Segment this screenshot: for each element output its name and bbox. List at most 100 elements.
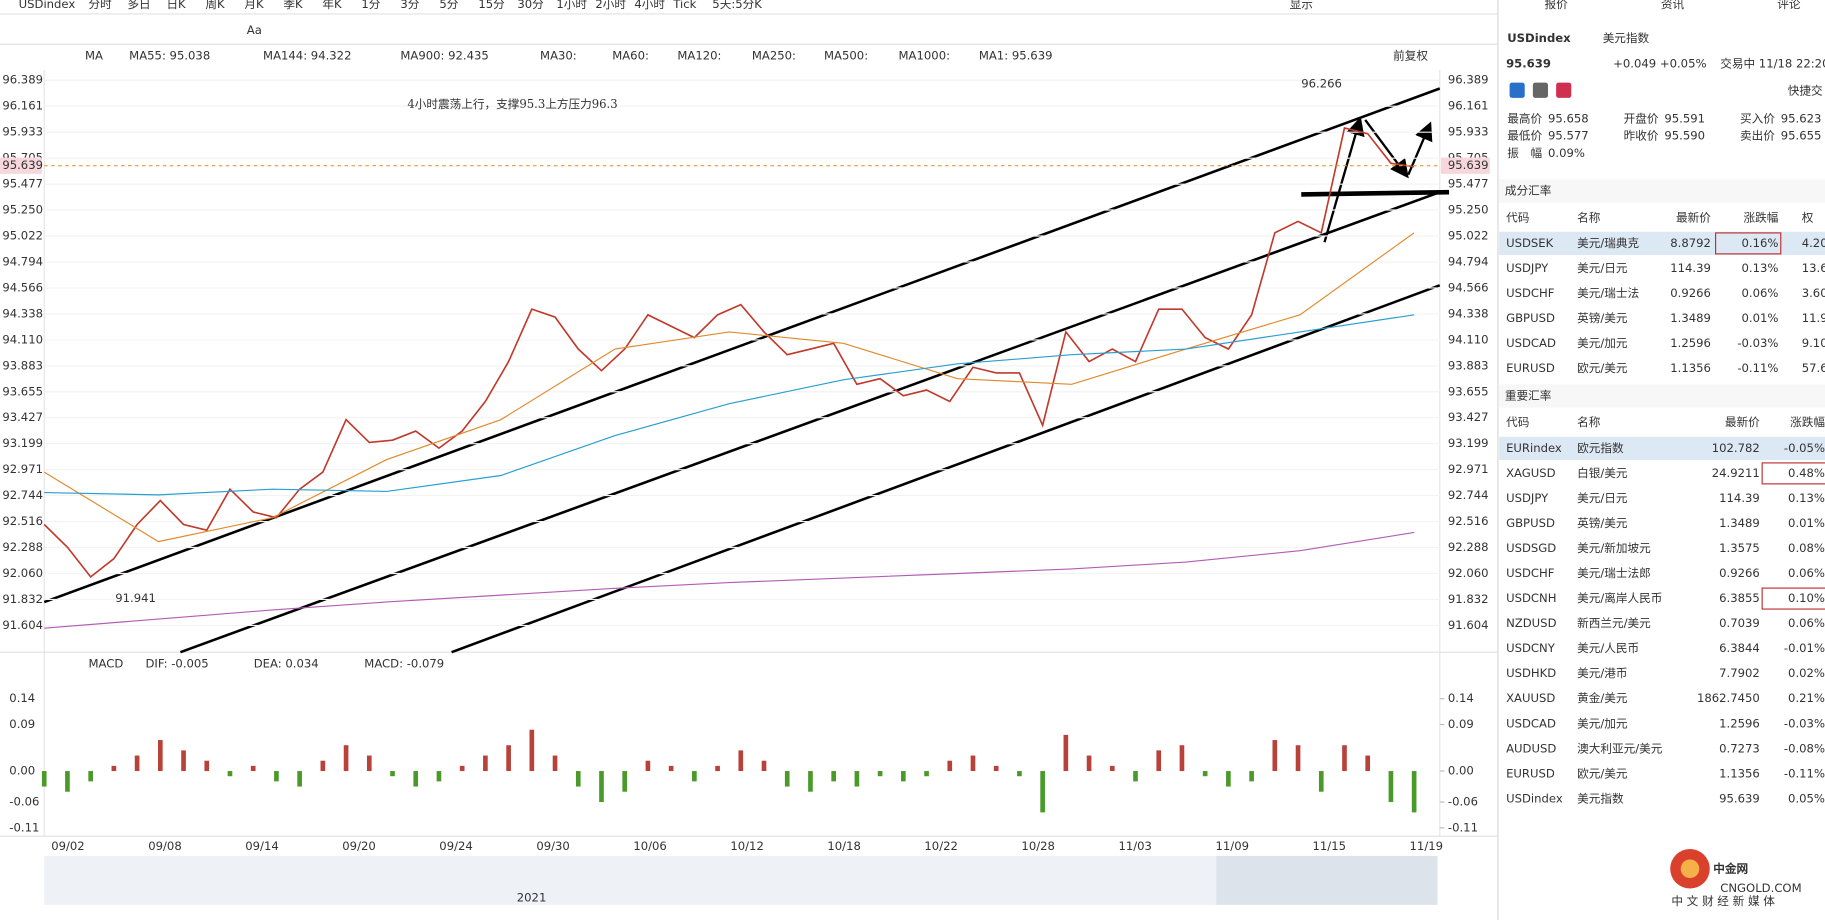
- symbol-title: USDindex: [1507, 31, 1571, 45]
- table-cell[interactable]: USDCAD: [1506, 716, 1556, 730]
- macd-bar: [413, 771, 419, 787]
- y-tick-label: -0.11: [9, 820, 39, 834]
- table-cell[interactable]: USDSEK: [1506, 236, 1554, 250]
- table-cell: 美元/瑞典克: [1577, 236, 1639, 250]
- panel-tab[interactable]: 资讯: [1661, 0, 1685, 11]
- row-highlight: [1499, 231, 1825, 256]
- table-cell[interactable]: USDCNH: [1506, 591, 1556, 605]
- icon-button[interactable]: [1556, 82, 1572, 98]
- period-tab[interactable]: 1小时: [556, 0, 587, 11]
- font-tool[interactable]: Aa: [247, 23, 262, 37]
- table-cell[interactable]: EURUSD: [1506, 361, 1555, 375]
- y-tick-label: 94.794: [1448, 254, 1489, 268]
- macd-bar: [552, 755, 558, 772]
- table-cell[interactable]: XAGUSD: [1506, 466, 1556, 480]
- x-tick-label: 10/28: [1021, 839, 1055, 853]
- period-tab[interactable]: 5分: [439, 0, 458, 11]
- symbol[interactable]: USDindex: [19, 0, 76, 11]
- period-tab[interactable]: 年K: [322, 0, 342, 11]
- panel-tab[interactable]: 报价: [1544, 0, 1568, 11]
- display-menu[interactable]: 显示: [1290, 0, 1313, 11]
- macd-bar: [924, 771, 929, 777]
- macd-bar: [1156, 750, 1162, 772]
- table-cell[interactable]: USDCHF: [1506, 566, 1555, 580]
- y-tick-label: 93.655: [1448, 384, 1489, 398]
- table-cell[interactable]: USDJPY: [1506, 491, 1549, 505]
- macd-bar: [622, 771, 628, 792]
- table-cell: -0.03%: [1784, 716, 1825, 730]
- table-cell[interactable]: USDSGD: [1506, 541, 1556, 555]
- y-tick-label: 0.14: [1448, 691, 1474, 705]
- table-cell: 0.9266: [1670, 286, 1711, 300]
- table-cell[interactable]: USDCAD: [1506, 336, 1556, 350]
- table-cell: 英镑/美元: [1577, 311, 1628, 325]
- column-header: 代码: [1506, 210, 1529, 224]
- table-cell[interactable]: EURindex: [1506, 441, 1562, 455]
- panel-tab[interactable]: 评论: [1777, 0, 1801, 11]
- macd-legend: MACD: -0.079: [364, 656, 444, 670]
- price-tag-label: 95.639: [1448, 158, 1489, 172]
- table-cell[interactable]: GBPUSD: [1506, 516, 1555, 530]
- period-tab[interactable]: 3分: [400, 0, 419, 11]
- macd-bar: [645, 760, 651, 772]
- period-tab[interactable]: 月K: [244, 0, 264, 11]
- period-tab[interactable]: 5天:5分K: [712, 0, 762, 11]
- table-cell[interactable]: USDCHF: [1506, 286, 1555, 300]
- y-tick-label: 95.022: [1448, 228, 1489, 242]
- period-tab[interactable]: 日K: [166, 0, 186, 11]
- period-tab[interactable]: 1分: [361, 0, 380, 11]
- table-cell[interactable]: EURUSD: [1506, 766, 1555, 780]
- column-header: 涨跌幅: [1744, 210, 1779, 224]
- icon-button[interactable]: [1509, 82, 1525, 98]
- table-cell: -0.08%: [1784, 741, 1825, 755]
- table-cell[interactable]: NZDUSD: [1506, 616, 1556, 630]
- table-cell: 欧元指数: [1577, 441, 1624, 455]
- y-tick-label: 92.744: [2, 488, 43, 502]
- period-tab[interactable]: Tick: [672, 0, 696, 11]
- table-cell[interactable]: AUDUSD: [1506, 741, 1556, 755]
- table-cell[interactable]: USDJPY: [1506, 261, 1549, 275]
- table-cell[interactable]: XAUUSD: [1506, 691, 1555, 705]
- table-cell: 0.06%: [1742, 286, 1779, 300]
- table-cell: 1.3489: [1719, 516, 1760, 530]
- table-cell[interactable]: USDHKD: [1506, 666, 1556, 680]
- table-cell: 1.2596: [1670, 336, 1711, 350]
- navigator-window[interactable]: [1216, 855, 1438, 905]
- period-tab[interactable]: 4小时: [634, 0, 665, 11]
- x-tick-label: 09/08: [148, 839, 182, 853]
- period-tab[interactable]: 多日: [127, 0, 150, 11]
- x-tick-label: 09/20: [342, 839, 376, 853]
- period-tab[interactable]: 周K: [205, 0, 225, 11]
- macd-bar: [1272, 740, 1278, 772]
- y-tick-label: 95.477: [1448, 177, 1489, 191]
- table-cell: 白银/美元: [1577, 466, 1628, 480]
- period-tab[interactable]: 30分: [517, 0, 544, 11]
- table-cell: 13.60: [1802, 261, 1825, 275]
- table-cell[interactable]: USDindex: [1506, 791, 1563, 805]
- column-header: 名称: [1577, 210, 1601, 224]
- quick-trade[interactable]: 快捷交: [1788, 83, 1823, 97]
- navigator[interactable]: [44, 855, 1438, 905]
- adjust-button[interactable]: 前复权: [1393, 48, 1428, 62]
- table-cell: 0.9266: [1719, 566, 1760, 580]
- period-tab[interactable]: 2小时: [595, 0, 626, 11]
- y-tick-label: 95.022: [2, 228, 43, 242]
- table-cell: 0.01%: [1788, 516, 1825, 530]
- macd-bar: [1365, 755, 1371, 772]
- period-tab[interactable]: 分时: [88, 0, 112, 11]
- y-tick-label: 95.933: [2, 125, 43, 139]
- period-tab[interactable]: 15分: [478, 0, 505, 11]
- section-title: 成分汇率: [1505, 183, 1552, 197]
- y-tick-label: 93.427: [2, 410, 43, 424]
- y-tick-label: 92.288: [2, 540, 43, 554]
- logo-icon: [1680, 859, 1700, 879]
- table-cell: 114.39: [1719, 491, 1760, 505]
- table-cell: -0.01%: [1784, 641, 1825, 655]
- table-cell[interactable]: USDCNY: [1506, 641, 1556, 655]
- icon-button[interactable]: [1532, 82, 1548, 98]
- macd-bar: [1063, 734, 1069, 772]
- high-label: 96.266: [1301, 76, 1342, 90]
- period-tab[interactable]: 季K: [283, 0, 303, 11]
- table-cell[interactable]: GBPUSD: [1506, 311, 1555, 325]
